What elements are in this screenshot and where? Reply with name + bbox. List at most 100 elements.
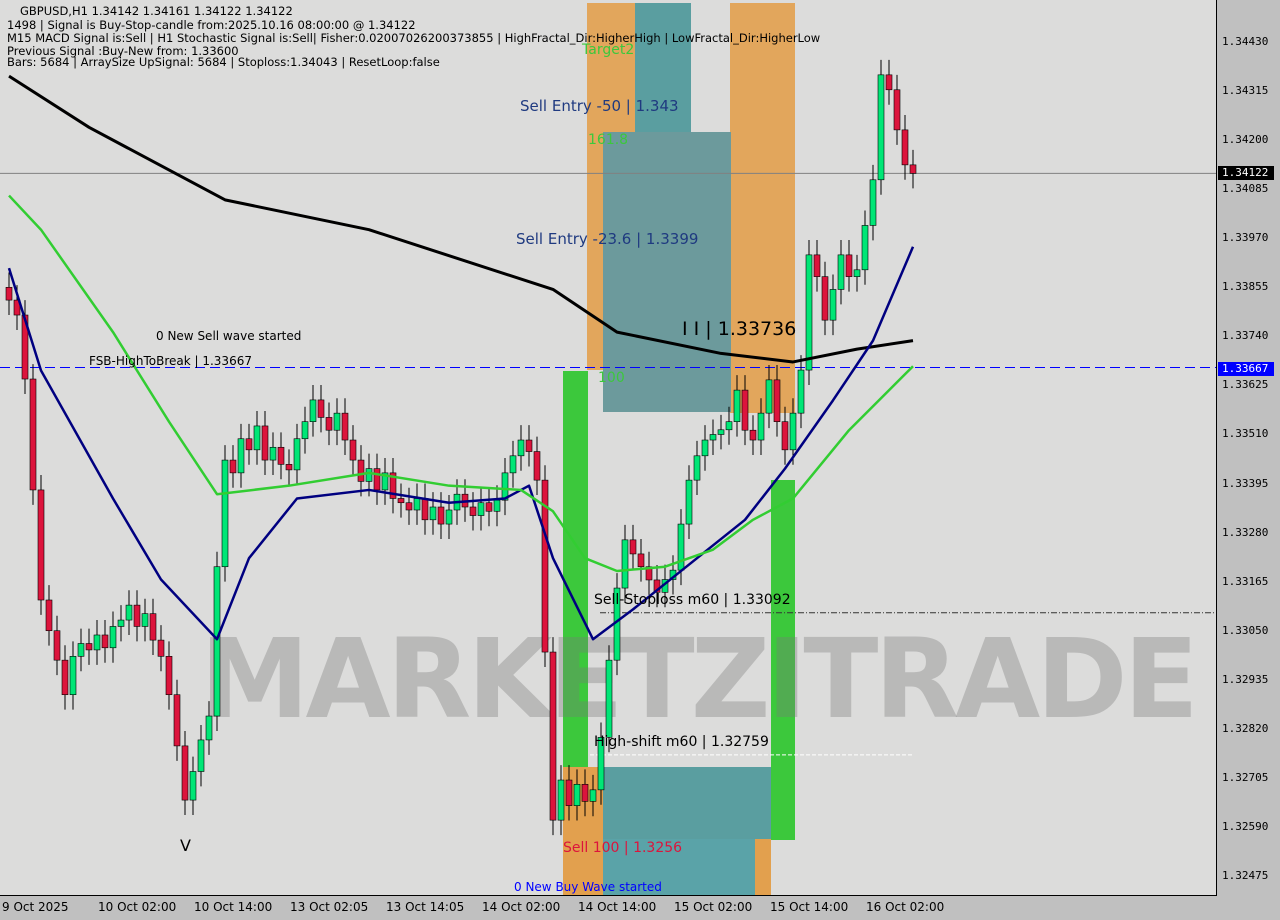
candle-body [29, 378, 37, 491]
label-new-buy-wave: 0 New Buy Wave started [514, 880, 662, 894]
label-target2: Target2 [582, 42, 635, 58]
candle-body [421, 498, 429, 521]
time-tick: 14 Oct 14:00 [578, 900, 657, 914]
candle-body [597, 737, 605, 791]
candle-body [349, 439, 357, 461]
candle-body [93, 634, 101, 651]
candle-body [445, 509, 453, 525]
candle-body [5, 286, 13, 301]
label-sell-entry-50: Sell Entry -50 | 1.343 [520, 97, 679, 115]
price-chart [0, 59, 1216, 836]
price-tick: 1.32590 [1222, 819, 1269, 833]
price-tick: 1.33050 [1222, 623, 1269, 637]
candle-body [77, 643, 85, 657]
label-main-level: I I | 1.33736 [682, 318, 797, 340]
candle-body [301, 421, 309, 440]
candle-body [605, 659, 613, 738]
zone-teal-top [635, 3, 691, 133]
time-tick: 10 Oct 14:00 [194, 900, 273, 914]
candle-body [509, 455, 517, 474]
time-tick: 9 Oct 2025 [2, 900, 69, 914]
candle-body [837, 254, 845, 290]
candle-body [877, 74, 885, 181]
candle-body [253, 425, 261, 451]
candle-body [85, 643, 93, 651]
candle-body [845, 254, 853, 277]
candle-body [413, 498, 421, 511]
candle-body [245, 438, 253, 451]
candle-body [117, 619, 125, 627]
candle-body [125, 604, 133, 621]
candle-body [341, 412, 349, 441]
candle-body [101, 634, 109, 649]
candle-body [517, 439, 525, 457]
candle-body [797, 369, 805, 414]
candle-body [21, 314, 29, 380]
candle-body [829, 289, 837, 321]
candle-body [685, 479, 693, 525]
price-tick: 1.34430 [1222, 35, 1269, 48]
header-prev-signal: Previous Signal :Buy-New from: 1.33600 [7, 44, 239, 58]
candle-body [181, 745, 189, 801]
candle-body [853, 269, 861, 277]
header-signal: 1498 | Signal is Buy-Stop-candle from:20… [7, 18, 416, 32]
price-tick: 1.33280 [1222, 525, 1269, 539]
candle-body [693, 455, 701, 481]
price-tick: 1.33970 [1222, 231, 1269, 245]
price-tick: 1.34085 [1222, 182, 1269, 196]
ma_fast-line [7, 246, 915, 641]
header-symbol: GBPUSD,H1 1.34142 1.34161 1.34122 1.3412… [20, 4, 293, 18]
candle-body [237, 438, 245, 474]
candle-body [725, 421, 733, 431]
candle-body [653, 579, 661, 593]
price-tick: 1.32820 [1222, 721, 1269, 735]
price-tick: 1.32935 [1222, 672, 1269, 686]
zone-teal-mid [603, 132, 731, 412]
candle-body [549, 651, 557, 821]
time-tick: 10 Oct 02:00 [98, 900, 177, 914]
candle-body [381, 472, 389, 491]
candle-body [165, 656, 173, 696]
time-tick: 13 Oct 14:05 [386, 900, 465, 914]
candle-body [61, 659, 69, 696]
candle-body [893, 89, 901, 131]
candle-body [405, 502, 413, 511]
candle-body [365, 468, 373, 482]
candle-body [197, 739, 205, 772]
candle-body [733, 389, 741, 422]
candle-body [501, 472, 509, 501]
zone-orange-base [755, 839, 771, 895]
candle-body [373, 468, 381, 491]
candle-body [229, 459, 237, 474]
candle-body [221, 459, 229, 568]
candle-body [781, 421, 789, 451]
candle-body [397, 498, 405, 504]
header-bars: Bars: 5684 | ArraySize UpSignal: 5684 | … [7, 55, 440, 69]
label-sell-entry-236: Sell Entry -23.6 | 1.3399 [516, 230, 699, 248]
price-tick: 1.34315 [1222, 84, 1269, 98]
time-tick: 16 Oct 02:00 [866, 900, 945, 914]
candle-body [901, 129, 909, 166]
chart-plot-area[interactable]: MARKETZITRADE GBPUSD,H1 1.34142 1.34161 … [0, 0, 1217, 896]
candle-body [629, 539, 637, 555]
candle-body [45, 599, 53, 632]
candle-body [389, 472, 397, 499]
current-price-tag: 1.34122 [1218, 166, 1274, 180]
candle-body [309, 399, 317, 422]
label-fib-100: 100 [598, 370, 625, 386]
candle-body [477, 502, 485, 516]
candle-body [533, 451, 541, 481]
candle-body [789, 412, 797, 451]
candle-body [261, 425, 269, 461]
candle-body [805, 254, 813, 371]
time-tick: 14 Oct 02:00 [482, 900, 561, 914]
candle-body [141, 613, 149, 627]
candle-body [773, 379, 781, 422]
zone-teal-base [603, 839, 755, 895]
candle-body [437, 506, 445, 525]
candle-body [173, 694, 181, 747]
candle-body [749, 429, 757, 441]
time-tick: 13 Oct 02:05 [290, 900, 369, 914]
ma_mid-line [8, 194, 914, 573]
candle-body [525, 439, 533, 452]
